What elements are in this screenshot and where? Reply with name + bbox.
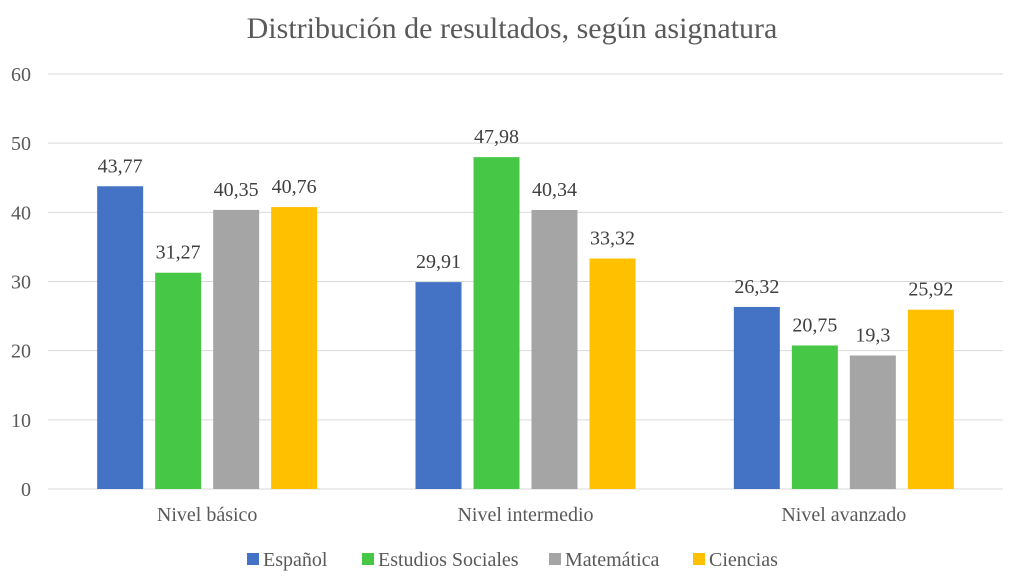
- y-tick-label: 30: [11, 272, 31, 294]
- legend-item: Español: [247, 549, 328, 571]
- data-label: 19,3: [855, 325, 890, 347]
- bar: [213, 209, 260, 489]
- data-label: 40,34: [532, 179, 577, 201]
- bar: [907, 309, 954, 489]
- data-label: 43,77: [98, 155, 143, 177]
- x-tick-label: Nivel avanzado: [781, 504, 906, 526]
- legend-item: Estudios Sociales: [362, 549, 519, 571]
- legend-item: Matemática: [549, 549, 660, 571]
- chart-title: Distribución de resultados, según asigna…: [247, 12, 778, 45]
- y-tick-label: 60: [11, 64, 31, 86]
- legend-swatch: [247, 553, 259, 565]
- x-tick-label: Nivel básico: [157, 504, 258, 526]
- data-label: 40,76: [272, 176, 317, 198]
- bar: [733, 306, 780, 489]
- legend-label: Ciencias: [709, 549, 778, 571]
- legend-label: Estudios Sociales: [378, 549, 519, 571]
- bar: [415, 282, 462, 489]
- data-label: 25,92: [908, 279, 953, 301]
- x-tick-label: Nivel intermedio: [457, 504, 593, 526]
- data-label: 29,91: [416, 251, 461, 273]
- y-tick-label: 20: [11, 341, 31, 363]
- data-label: 20,75: [792, 314, 837, 336]
- legend-label: Español: [263, 549, 328, 571]
- legend-label: Matemática: [565, 549, 660, 571]
- data-label: 31,27: [156, 242, 201, 264]
- data-label: 40,35: [214, 179, 259, 201]
- bar: [791, 345, 838, 489]
- legend-item: Ciencias: [693, 549, 778, 571]
- bar: [97, 186, 144, 489]
- bar: [589, 258, 636, 489]
- bar: [531, 209, 578, 489]
- legend-swatch: [693, 553, 705, 565]
- bar: [155, 272, 202, 489]
- y-tick-label: 10: [11, 410, 31, 432]
- bar: [271, 207, 318, 489]
- data-label: 33,32: [590, 228, 635, 250]
- data-label: 47,98: [474, 126, 519, 148]
- y-tick-label: 0: [21, 479, 31, 501]
- legend-swatch: [362, 553, 374, 565]
- y-tick-label: 40: [11, 202, 31, 224]
- legend-swatch: [549, 553, 561, 565]
- data-label: 26,32: [734, 276, 779, 298]
- bar: [849, 355, 896, 489]
- y-tick-label: 50: [11, 133, 31, 155]
- bar: [473, 157, 520, 489]
